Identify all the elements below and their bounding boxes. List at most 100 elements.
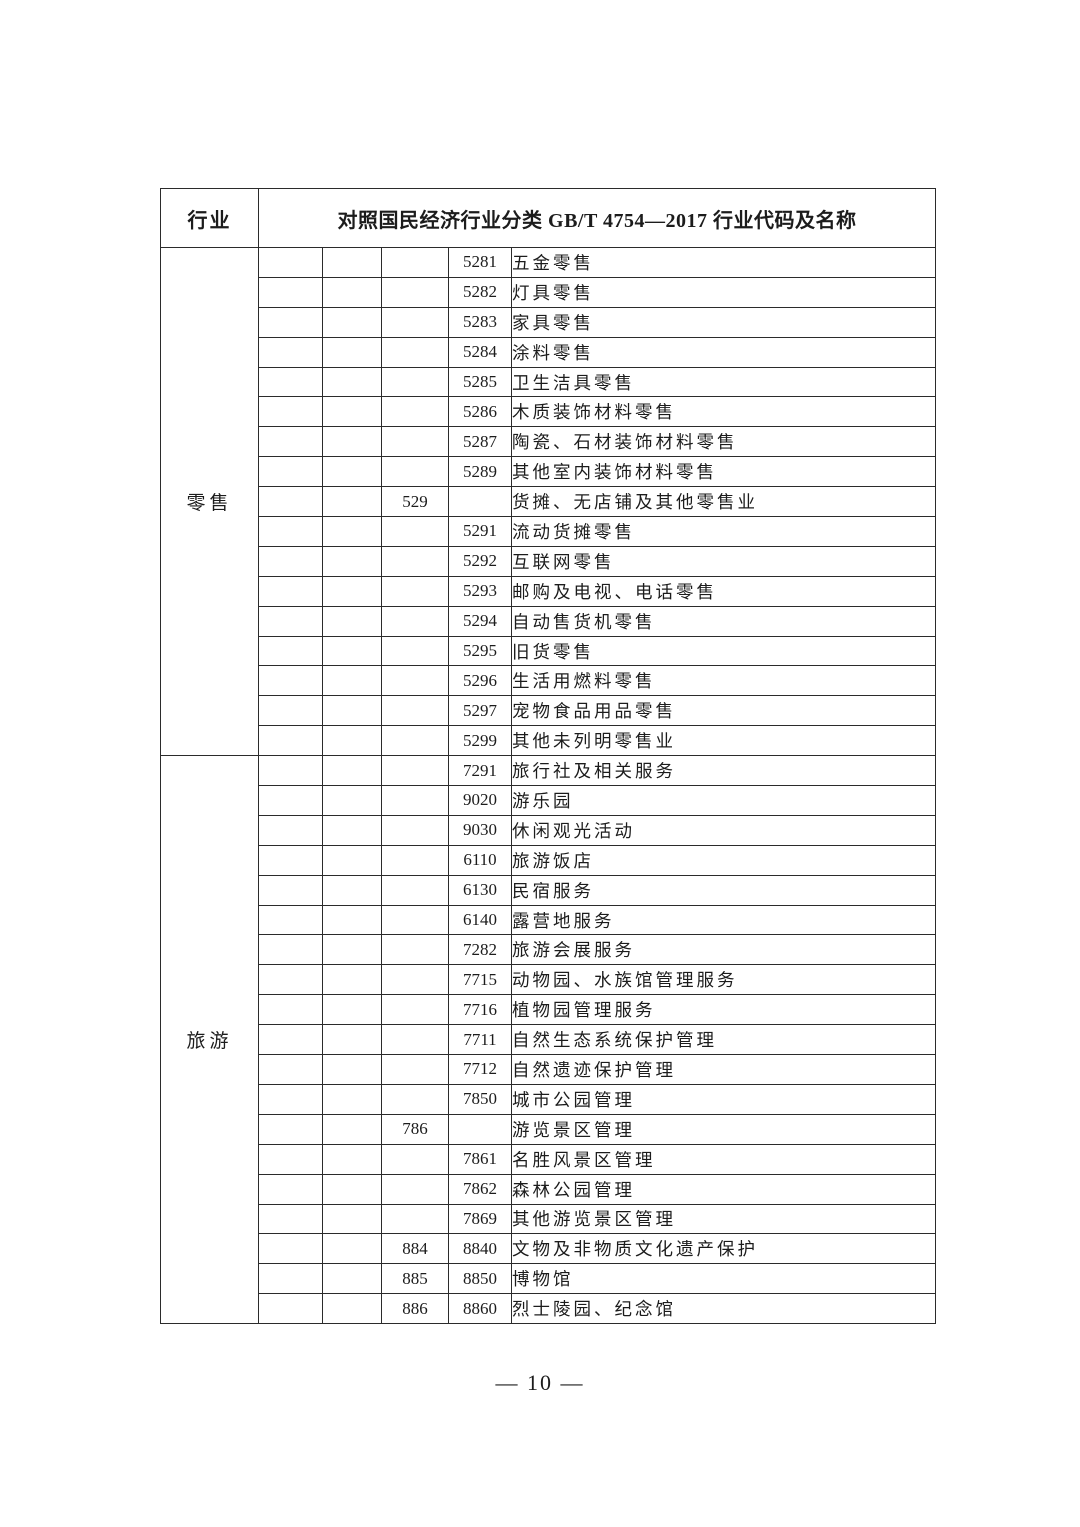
level2-cell <box>322 934 382 966</box>
level2-cell <box>322 1024 382 1056</box>
industry-code-table: 行业 对照国民经济行业分类 GB/T 4754—2017 行业代码及名称 零售 5… <box>160 188 937 1325</box>
level2-cell <box>322 904 382 936</box>
level2-cell <box>322 814 382 846</box>
page-number: — 10 — <box>495 1370 585 1395</box>
level1-cell <box>258 1054 323 1085</box>
table-row: 5294 自动售货机零售 <box>161 605 937 637</box>
level2-cell <box>322 575 382 607</box>
code4-cell: 6130 <box>448 874 512 906</box>
industry-name-cell: 流动货摊零售 <box>510 516 937 547</box>
code3-cell <box>381 426 449 458</box>
level1-cell <box>258 426 323 458</box>
level2-cell <box>322 994 382 1026</box>
code3-cell <box>381 396 449 428</box>
table-row: 7861 名胜风景区管理 <box>161 1143 937 1175</box>
level2-cell <box>322 695 382 727</box>
level1-cell <box>258 695 323 727</box>
industry-name-cell: 游览景区管理 <box>510 1113 937 1145</box>
code4-cell: 5293 <box>448 575 512 607</box>
level1-cell <box>258 665 323 697</box>
code3-cell <box>381 635 449 667</box>
code4-cell: 7861 <box>448 1143 512 1175</box>
code3-cell <box>381 456 449 488</box>
code4-cell: 5285 <box>448 366 512 398</box>
code4-cell: 5297 <box>448 695 512 727</box>
level2-cell <box>322 276 382 308</box>
table-row: 7715 动物园、水族馆管理服务 <box>161 964 937 996</box>
industry-label: 旅游 <box>160 755 259 1325</box>
table-row: 786 游览景区管理 <box>161 1113 937 1145</box>
code4-cell: 7711 <box>448 1024 512 1056</box>
code4-cell: 5296 <box>448 665 512 697</box>
level1-cell <box>258 844 323 876</box>
level2-cell <box>322 545 382 577</box>
code3-cell <box>381 844 449 876</box>
code4-cell: 5291 <box>448 516 512 547</box>
industry-name-cell: 陶瓷、石材装饰材料零售 <box>510 426 937 458</box>
level2-cell <box>322 366 382 398</box>
code4-cell: 5281 <box>448 247 512 278</box>
level1-cell <box>258 336 323 368</box>
level1-cell <box>258 874 323 906</box>
code3-cell <box>381 1203 449 1235</box>
level1-cell <box>258 396 323 428</box>
code3-cell <box>381 994 449 1026</box>
industry-name-cell: 木质装饰材料零售 <box>510 396 937 428</box>
code3-cell: 529 <box>381 486 449 518</box>
code3-cell <box>381 336 449 368</box>
level2-cell <box>322 1054 382 1085</box>
level2-cell <box>322 1113 382 1145</box>
code3-cell <box>381 1054 449 1085</box>
industry-name-cell: 卫生洁具零售 <box>510 366 937 398</box>
level1-cell <box>258 1203 323 1235</box>
code4-cell: 7291 <box>448 755 512 787</box>
level1-cell <box>258 1173 323 1205</box>
industry-name-cell: 城市公园管理 <box>510 1083 937 1115</box>
code3-cell <box>381 904 449 936</box>
table-row: 5286 木质装饰材料零售 <box>161 396 937 428</box>
level1-cell <box>258 964 323 996</box>
level1-cell <box>258 934 323 966</box>
level1-cell <box>258 247 323 278</box>
industry-name-cell: 名胜风景区管理 <box>510 1143 937 1175</box>
industry-name-cell: 旅游饭店 <box>510 844 937 876</box>
code4-cell: 5292 <box>448 545 512 577</box>
level2-cell <box>322 874 382 906</box>
table-row: 7716 植物园管理服务 <box>161 994 937 1026</box>
table-row: 885 8850 博物馆 <box>161 1263 937 1295</box>
code3-cell <box>381 755 449 787</box>
table-row: 6140 露营地服务 <box>161 904 937 936</box>
industry-name-cell: 五金零售 <box>510 247 937 278</box>
table-row: 旅游 7291 旅行社及相关服务 <box>160 755 937 1325</box>
code4-cell: 7869 <box>448 1203 512 1235</box>
table-row: 5282 灯具零售 <box>161 276 937 308</box>
industry-name-cell: 森林公园管理 <box>510 1173 937 1205</box>
table-row: 5292 互联网零售 <box>161 545 937 577</box>
code4-cell: 6140 <box>448 904 512 936</box>
code4-cell: 8860 <box>448 1293 512 1325</box>
industry-name-cell: 其他未列明零售业 <box>510 725 937 757</box>
code3-cell <box>381 874 449 906</box>
code4-cell: 8850 <box>448 1263 512 1295</box>
table-row: 7869 其他游览景区管理 <box>161 1203 937 1235</box>
code3-cell <box>381 545 449 577</box>
code3-cell <box>381 516 449 547</box>
industry-name-cell: 自然遗迹保护管理 <box>510 1054 937 1085</box>
industry-name-cell: 植物园管理服务 <box>510 994 937 1026</box>
code3-cell: 786 <box>381 1113 449 1145</box>
code3-cell <box>381 366 449 398</box>
level1-cell <box>258 1024 323 1056</box>
code4-cell: 8840 <box>448 1233 512 1265</box>
level2-cell <box>322 456 382 488</box>
level2-cell <box>322 396 382 428</box>
level2-cell <box>322 755 382 787</box>
level1-cell <box>258 1113 323 1145</box>
table-row: 5291 流动货摊零售 <box>161 516 937 547</box>
level2-cell <box>322 1293 382 1325</box>
level2-cell <box>322 605 382 637</box>
table-row: 7712 自然遗迹保护管理 <box>161 1054 937 1085</box>
industry-name-cell: 烈士陵园、纪念馆 <box>510 1293 937 1325</box>
level2-cell <box>322 1143 382 1175</box>
level1-cell <box>258 1083 323 1115</box>
level1-cell <box>258 366 323 398</box>
